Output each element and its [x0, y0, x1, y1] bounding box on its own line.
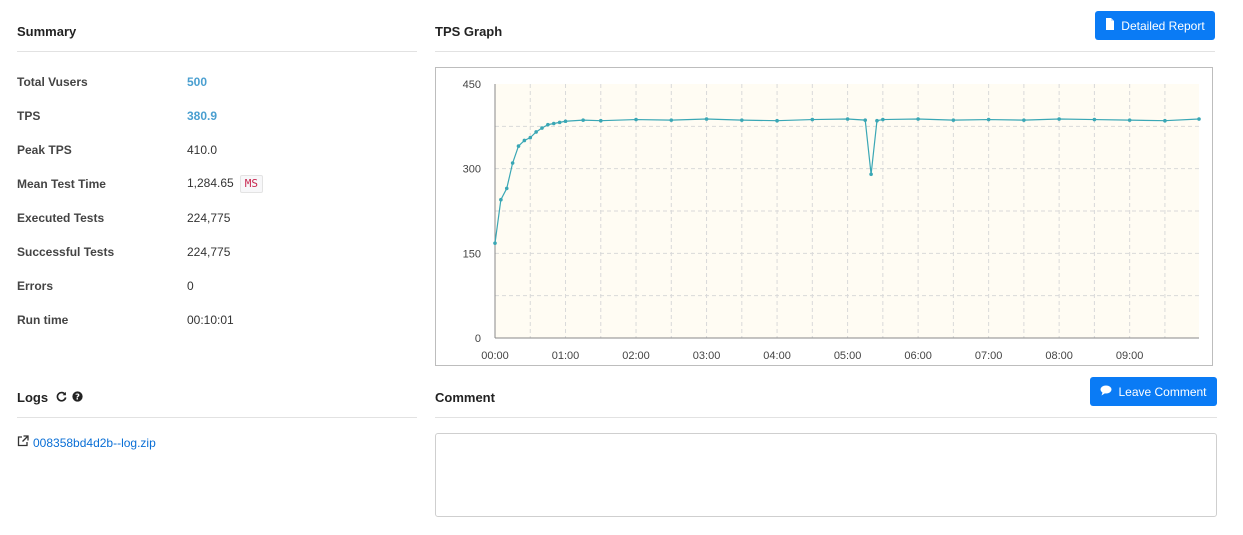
log-file-name[interactable]: 008358bd4d2b--log.zip [33, 436, 156, 450]
tps-data-point [863, 118, 868, 122]
tps-data-point [775, 118, 779, 123]
tps-data-point [634, 117, 638, 122]
tps-data-point [522, 138, 527, 143]
tps-data-point [563, 119, 568, 124]
stat-label-mean-test-time: Mean Test Time [17, 177, 106, 191]
logs-divider [17, 417, 417, 418]
unit-badge: MS [239, 175, 263, 193]
tps-data-point [546, 122, 550, 127]
tps-data-point [1057, 117, 1061, 121]
stat-label-run-time: Run time [17, 313, 69, 327]
tps-data-point [528, 135, 533, 140]
tps-data-point [845, 117, 850, 121]
tps-data-point [1022, 118, 1026, 122]
comment-title: Comment [435, 390, 495, 405]
tps-data-point [669, 118, 674, 122]
x-tick-label: 02:00 [622, 350, 650, 362]
tps-data-point [510, 161, 515, 165]
x-tick-label: 05:00 [834, 350, 862, 362]
stat-value-total-vusers[interactable]: 500 [187, 75, 208, 89]
tps-data-point [1127, 118, 1132, 122]
tps-data-point [1092, 117, 1097, 122]
tps-data-point [986, 117, 991, 122]
tps-data-point [534, 130, 538, 134]
tps-chart: 00:00 01:00 02:00 03:00 04:00 05:00 06:00 07:00… [463, 79, 1201, 362]
y-tick-label: 150 [463, 248, 481, 260]
tps-data-point [869, 172, 873, 177]
tps-data-point [916, 117, 920, 121]
logs-header: Logs ? [17, 390, 83, 405]
summary-title: Summary [17, 24, 77, 39]
tps-data-point [493, 241, 497, 245]
y-tick-label: 0 [475, 333, 481, 345]
x-tick-label: 04:00 [763, 350, 791, 362]
tps-data-point [504, 186, 509, 191]
y-tick-label: 300 [463, 164, 481, 176]
tps-data-point [810, 117, 815, 122]
detailed-report-label: Detailed Report [1121, 18, 1205, 33]
log-file-link[interactable]: 008358bd4d2b--log.zip [17, 434, 156, 452]
tps-data-point [516, 144, 521, 148]
stat-label-tps: TPS [17, 109, 41, 123]
x-tick-label: 06:00 [904, 350, 932, 362]
tps-data-point [951, 118, 956, 122]
detailed-report-button[interactable]: Detailed Report [1095, 11, 1215, 40]
comment-icon [1100, 385, 1112, 399]
tps-data-point [704, 117, 709, 121]
stat-value-run-time: 00:10:01 [187, 313, 234, 327]
leave-comment-button[interactable]: Leave Comment [1090, 377, 1217, 406]
external-link-icon [17, 434, 29, 452]
stat-value-tps[interactable]: 380.9 [187, 109, 218, 123]
tps-data-point [557, 120, 562, 125]
logs-title: Logs [17, 390, 49, 405]
tps-data-point [581, 118, 585, 122]
tps-data-point [740, 118, 744, 122]
summary-divider [17, 51, 417, 52]
x-tick-label: 01:00 [552, 350, 580, 362]
stat-label-successful-tests: Successful Tests [17, 245, 115, 259]
stat-value-executed-tests: 224,775 [187, 211, 231, 225]
y-tick-label: 450 [463, 79, 481, 91]
stat-label-total-vusers: Total Vusers [17, 75, 88, 89]
stat-value-mean-test-time: 1,284.65 [187, 176, 234, 191]
tps-data-point [875, 118, 879, 123]
tps-data-point [551, 121, 556, 126]
x-tick-label: 07:00 [975, 350, 1003, 362]
comment-divider [435, 417, 1217, 418]
stat-value-errors: 0 [187, 279, 194, 293]
tps-data-point [540, 126, 544, 130]
tps-graph-divider [435, 51, 1215, 52]
tps-data-point [881, 117, 885, 122]
tps-data-point [598, 118, 603, 123]
tps-data-point [1163, 118, 1167, 123]
tps-chart-frame: 00:00 01:00 02:00 03:00 04:00 05:00 06:00 07:00… [435, 67, 1213, 366]
tps-graph-title: TPS Graph [435, 24, 503, 39]
comment-textarea[interactable] [435, 433, 1217, 517]
refresh-icon[interactable] [56, 390, 67, 405]
stat-label-peak-tps: Peak TPS [17, 143, 72, 157]
x-tick-label: 03:00 [693, 350, 721, 362]
tps-data-point [499, 197, 503, 202]
svg-text:?: ? [75, 391, 80, 401]
x-tick-label: 00:00 [481, 350, 509, 362]
file-icon [1105, 18, 1115, 33]
leave-comment-label: Leave Comment [1118, 384, 1207, 399]
stat-mean-test-time: 1,284.65 MS [187, 175, 263, 193]
stat-label-executed-tests: Executed Tests [17, 211, 105, 225]
help-icon[interactable]: ? [72, 390, 83, 405]
tps-data-point [1197, 117, 1201, 121]
x-tick-label: 09:00 [1116, 350, 1144, 362]
x-tick-label: 08:00 [1045, 350, 1073, 362]
stat-label-errors: Errors [17, 279, 54, 293]
stat-value-successful-tests: 224,775 [187, 245, 231, 259]
stat-value-peak-tps: 410.0 [187, 143, 218, 157]
